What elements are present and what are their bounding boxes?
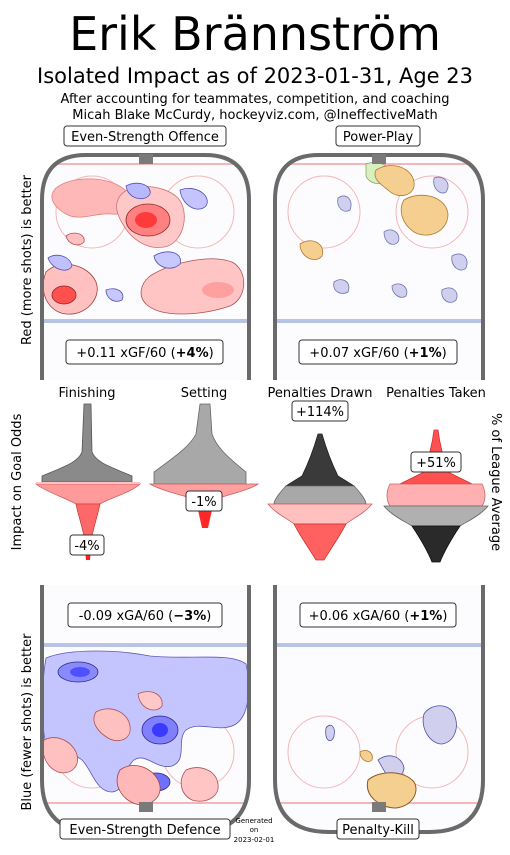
penalty-kill-goal-icon bbox=[372, 802, 386, 812]
power-play-value-box: +0.07 xGF/60 (+1%) bbox=[298, 339, 458, 365]
penalties-taken-violin bbox=[383, 429, 489, 563]
penalties-drawn-value-box: +114% bbox=[291, 400, 349, 422]
es-defence-title: Even-Strength Defence bbox=[59, 818, 231, 840]
svg-text:+51%: +51% bbox=[416, 456, 456, 471]
power-play-title: Power-Play bbox=[335, 125, 421, 147]
svg-text:Even-Strength Offence: Even-Strength Offence bbox=[71, 130, 219, 145]
note-line-1: After accounting for teammates, competit… bbox=[61, 92, 450, 107]
es-offence-panel: Even-Strength Offence +0.11 xGF/60 (+4%) bbox=[40, 125, 251, 380]
penalty-kill-panel: +0.06 xGA/60 (+1%) Penalty-Kill bbox=[273, 585, 485, 840]
right-middle-axis-label: % of League Average bbox=[488, 413, 503, 551]
svg-text:+0.11 xGF/60 (+4%): +0.11 xGF/60 (+4%) bbox=[76, 346, 213, 361]
subtitle: Isolated Impact as of 2023-01-31, Age 23 bbox=[37, 64, 473, 88]
penalty-kill-title: Penalty-Kill bbox=[336, 818, 420, 840]
penalties-taken-value-box: +51% bbox=[410, 451, 462, 473]
left-bottom-axis-label: Blue (fewer shots) is better bbox=[20, 633, 35, 811]
svg-text:Generated: Generated bbox=[235, 817, 272, 825]
setting-label: Setting bbox=[181, 386, 228, 401]
es-defence-panel: -0.09 xGA/60 (−3%) Even-Strength Defence bbox=[40, 585, 251, 840]
svg-text:+0.06 xGA/60 (+1%): +0.06 xGA/60 (+1%) bbox=[309, 609, 448, 624]
svg-text:Penalty-Kill: Penalty-Kill bbox=[342, 823, 414, 838]
svg-text:2023-02-01: 2023-02-01 bbox=[234, 836, 275, 844]
penalties-drawn-violin bbox=[267, 433, 373, 561]
generated-stamp: Generated on 2023-02-01 bbox=[234, 817, 275, 844]
es-offence-goal-icon bbox=[139, 154, 153, 164]
svg-text:-4%: -4% bbox=[74, 539, 99, 554]
penalty-kill-value-box: +0.06 xGA/60 (+1%) bbox=[299, 602, 457, 628]
power-play-panel: Power-Play +0.07 xGF/60 (+1%) bbox=[273, 125, 485, 380]
penalties-drawn-label: Penalties Drawn bbox=[268, 386, 373, 401]
svg-text:+0.07 xGF/60 (+1%): +0.07 xGF/60 (+1%) bbox=[309, 346, 446, 361]
left-middle-axis-label: Impact on Goal Odds bbox=[10, 413, 25, 550]
finishing-value-box: -4% bbox=[69, 534, 105, 556]
svg-text:-1%: -1% bbox=[191, 495, 216, 510]
svg-text:Power-Play: Power-Play bbox=[343, 130, 414, 145]
svg-text:on: on bbox=[250, 826, 259, 834]
left-top-axis-label: Red (more shots) is better bbox=[20, 174, 35, 345]
setting-value-box: -1% bbox=[185, 490, 223, 512]
power-play-goal-icon bbox=[372, 154, 386, 164]
svg-text:-0.09 xGA/60 (−3%): -0.09 xGA/60 (−3%) bbox=[79, 609, 212, 624]
penalties-taken-label: Penalties Taken bbox=[386, 386, 486, 401]
svg-text:Even-Strength Defence: Even-Strength Defence bbox=[69, 823, 220, 838]
finishing-label: Finishing bbox=[58, 386, 115, 401]
es-defence-value-box: -0.09 xGA/60 (−3%) bbox=[67, 602, 223, 628]
note-line-2: Micah Blake McCurdy, hockeyviz.com, @Ine… bbox=[72, 108, 438, 123]
svg-text:+114%: +114% bbox=[296, 405, 344, 420]
es-offence-title: Even-Strength Offence bbox=[63, 125, 227, 147]
player-name: Erik Brännström bbox=[69, 7, 441, 61]
es-offence-value-box: +0.11 xGF/60 (+4%) bbox=[65, 339, 224, 365]
es-defence-goal-icon bbox=[139, 802, 153, 812]
